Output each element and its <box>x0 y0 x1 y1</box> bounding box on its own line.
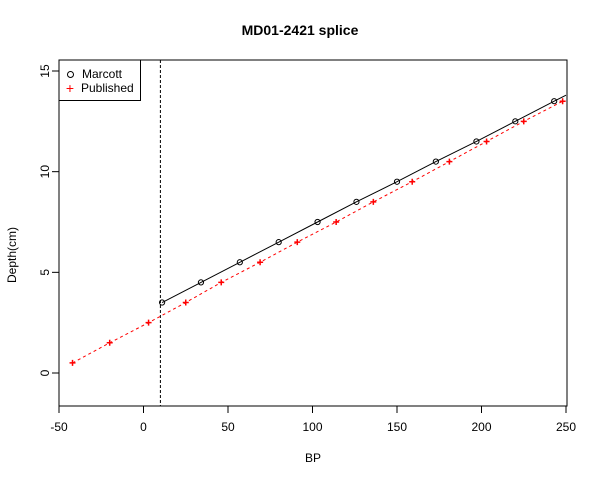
published-line <box>72 100 563 364</box>
y-tick-label: 5 <box>38 269 52 276</box>
x-tick-label: 50 <box>221 420 235 434</box>
marcott-point <box>353 198 360 205</box>
marcott-point <box>551 98 558 105</box>
published-point <box>370 198 377 205</box>
published-point <box>446 158 453 165</box>
legend-label: Published <box>81 81 134 95</box>
published-point <box>294 239 301 246</box>
x-tick-label: 250 <box>556 420 576 434</box>
published-point <box>520 118 527 125</box>
marcott-point <box>158 299 166 306</box>
published-point <box>218 279 225 286</box>
chart-title: MD01-2421 splice <box>241 22 359 38</box>
x-tick-label: 150 <box>387 420 407 434</box>
marcott-point <box>197 279 205 286</box>
marcott-point <box>512 118 519 125</box>
x-tick-label: 100 <box>302 420 322 434</box>
marcott-point <box>473 138 480 145</box>
published-point <box>559 98 566 105</box>
published-point <box>333 219 340 225</box>
plus-icon: + <box>65 80 75 96</box>
y-tick-label: 0 <box>38 369 52 376</box>
published-point <box>182 299 189 306</box>
marcott-point <box>236 259 243 266</box>
marcott-line <box>161 94 567 303</box>
x-tick-label: 200 <box>471 420 491 434</box>
legend-item-published: + Published <box>63 81 134 95</box>
y-tick-label: 10 <box>38 165 52 179</box>
published-point <box>257 259 264 266</box>
y-axis-label: Depth(cm) <box>5 227 19 284</box>
x-tick-label: -50 <box>50 420 68 434</box>
published-point <box>106 339 113 346</box>
published-point <box>483 138 490 145</box>
plot-frame <box>58 59 568 407</box>
open-circle-icon <box>67 70 74 78</box>
published-point <box>409 178 416 185</box>
legend: Marcott + Published <box>59 60 141 101</box>
y-tick-label: 15 <box>38 64 52 78</box>
x-axis-label: BP <box>304 451 321 465</box>
legend-item-marcott: Marcott <box>63 67 122 81</box>
x-tick-label: 0 <box>140 420 147 434</box>
marcott-point <box>314 218 321 226</box>
marcott-point <box>393 178 401 185</box>
marcott-point <box>275 239 282 246</box>
legend-label: Marcott <box>82 67 123 81</box>
published-point <box>145 319 152 326</box>
marcott-point <box>432 158 439 165</box>
published-point <box>69 359 76 366</box>
